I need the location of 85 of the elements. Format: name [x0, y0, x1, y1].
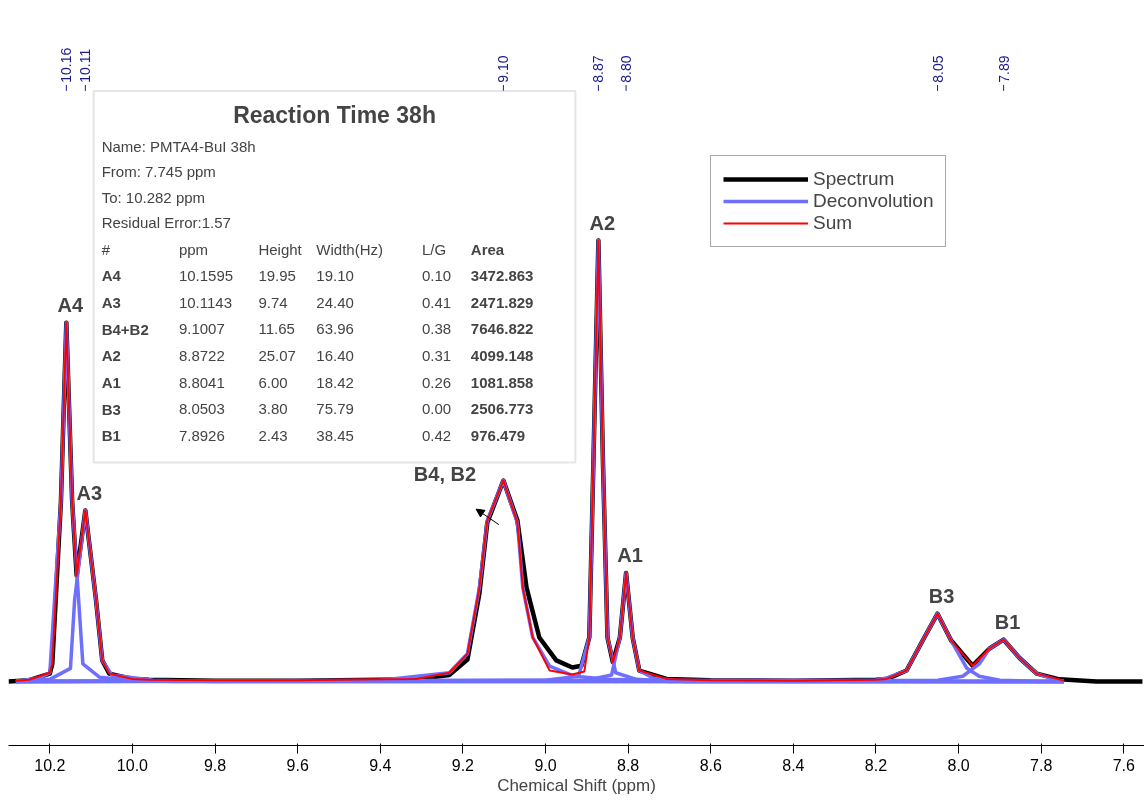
text: Reaction Time 38h [233, 102, 436, 129]
x-tick-label: 9.8 [203, 756, 227, 774]
annotation: 2.43 [258, 426, 288, 444]
annotation: 19.95 [258, 266, 296, 284]
annotation: A2 [101, 347, 121, 365]
annotation: Height [258, 240, 303, 258]
annotation: A3 [101, 294, 121, 312]
annotation: 8.8722 [178, 346, 225, 364]
annotation: B1 [994, 611, 1021, 634]
annotation: 8.05 [929, 55, 946, 83]
legend-label: Spectrum [813, 168, 895, 191]
annotation: 7646.822 [470, 320, 534, 338]
annotation: B1 [101, 427, 121, 445]
annotation: 63.96 [316, 320, 354, 338]
annotation: 8.87 [590, 55, 607, 83]
legend-label: Deconvolution [813, 190, 934, 213]
annotation: 10.11 [77, 48, 94, 83]
text: To: 10.282 ppm [101, 188, 206, 206]
annotation: 75.79 [316, 400, 354, 418]
annotation: 6.00 [258, 373, 288, 391]
annotation: 8.80 [618, 55, 635, 83]
annotation: 0.42 [422, 426, 452, 444]
annotation: 3472.863 [470, 266, 534, 284]
x-tick-label: 8.6 [699, 756, 722, 774]
annotation: # [101, 240, 111, 258]
annotation: 25.07 [258, 346, 296, 364]
annotation: A1 [101, 374, 121, 392]
annotation: 9.74 [258, 293, 288, 311]
x-tick-label: 9.6 [286, 756, 309, 774]
annotation: 10.16 [58, 47, 75, 83]
x-axis-title: Chemical Shift (ppm) [497, 775, 656, 795]
annotation: B4, B2 [413, 462, 477, 485]
annotation: 1081.858 [470, 373, 534, 391]
annotation: 0.26 [422, 373, 452, 391]
annotation: 7.8926 [178, 426, 225, 444]
annotation: A1 [617, 544, 643, 567]
annotation: 3.80 [258, 400, 288, 418]
annotation: 8.8041 [178, 373, 225, 391]
annotation: 2506.773 [470, 400, 534, 418]
text: Name: PMTA4-BuI 38h [101, 138, 256, 156]
annotation: A2 [589, 212, 616, 234]
annotation: ppm [178, 240, 209, 258]
annotation: A4 [57, 294, 84, 317]
annotation: 7.89 [995, 55, 1012, 83]
annotation: 0.00 [422, 400, 452, 418]
annotation: 4099.148 [470, 346, 534, 364]
x-tick-label: 9.0 [534, 756, 557, 774]
annotation: 24.40 [316, 293, 354, 311]
annotation: B3 [928, 585, 955, 608]
x-tick-label: 8.4 [782, 756, 805, 774]
x-tick-label: 8.0 [947, 756, 970, 774]
x-tick-label: 9.2 [451, 756, 475, 774]
annotation: 18.42 [316, 373, 354, 391]
annotation: Area [470, 240, 505, 258]
annotation: 0.41 [422, 293, 452, 311]
x-tick-label: 9.4 [369, 756, 392, 774]
annotation: 976.479 [470, 426, 526, 444]
annotation: L/G [422, 240, 447, 258]
annotation: 0.31 [422, 346, 452, 364]
legend-label: Sum [813, 212, 853, 235]
annotation: 16.40 [316, 346, 354, 364]
annotation: 2471.829 [470, 293, 534, 311]
annotation: 9.10 [495, 55, 512, 83]
x-tick-label: 8.8 [617, 756, 640, 774]
annotation: 10.1143 [178, 293, 233, 311]
x-tick-label: 10.0 [116, 756, 149, 774]
x-tick-label: 8.2 [864, 756, 888, 774]
annotation: 10.1595 [178, 266, 234, 284]
text: Residual Error:1.57 [101, 213, 231, 231]
annotation: B3 [101, 400, 121, 418]
annotation: B4+B2 [101, 320, 149, 338]
text: From: 7.745 ppm [101, 163, 216, 181]
annotation: A3 [76, 481, 103, 504]
annotation: A4 [101, 267, 122, 285]
annotation: 11.65 [258, 320, 295, 338]
annotation: 8.0503 [178, 400, 225, 418]
annotation: 0.10 [422, 266, 452, 284]
x-tick-label: 7.8 [1030, 756, 1053, 774]
annotation: 19.10 [316, 266, 354, 284]
annotation: 0.38 [422, 320, 452, 338]
x-tick-label: 7.6 [1112, 756, 1136, 774]
annotation: 9.1007 [178, 320, 225, 338]
x-tick-label: 10.2 [34, 756, 66, 774]
annotation: Width(Hz) [316, 240, 384, 258]
annotation: 38.45 [316, 426, 354, 444]
